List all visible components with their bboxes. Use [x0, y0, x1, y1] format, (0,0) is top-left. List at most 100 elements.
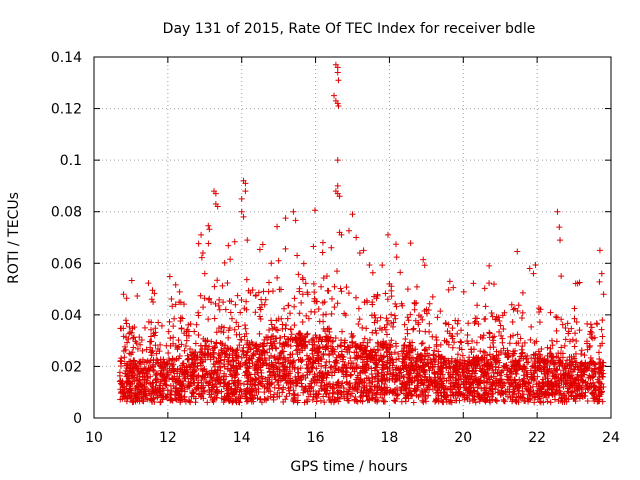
data-point — [405, 390, 412, 397]
data-point — [377, 353, 384, 360]
data-point — [281, 373, 288, 380]
data-point — [172, 301, 179, 308]
data-point — [271, 391, 278, 398]
data-point — [225, 327, 232, 334]
data-point — [516, 387, 523, 394]
data-point — [172, 377, 179, 384]
data-point — [190, 389, 197, 396]
data-point — [473, 315, 480, 322]
data-point — [572, 330, 579, 337]
data-point — [558, 316, 565, 323]
data-point — [380, 353, 387, 360]
data-point — [130, 357, 137, 364]
data-point — [151, 290, 158, 297]
data-point — [373, 361, 380, 368]
data-point — [425, 382, 432, 389]
data-point — [438, 353, 445, 360]
data-point — [149, 287, 156, 294]
data-point — [171, 315, 178, 322]
data-point — [143, 379, 150, 386]
data-point — [328, 244, 335, 251]
data-point — [118, 355, 125, 362]
data-point — [372, 394, 379, 401]
data-point — [176, 352, 183, 359]
data-point — [331, 304, 338, 311]
data-point — [591, 334, 598, 341]
data-point — [211, 283, 218, 290]
data-point — [293, 347, 300, 354]
data-point — [176, 288, 183, 295]
data-point — [155, 360, 162, 367]
data-point — [266, 368, 273, 375]
data-point — [404, 372, 411, 379]
data-point — [578, 347, 585, 354]
data-point — [362, 361, 369, 368]
data-point — [285, 336, 292, 343]
data-point — [150, 379, 157, 386]
data-point — [588, 367, 595, 374]
data-point — [519, 289, 526, 296]
data-point — [349, 334, 356, 341]
data-point — [571, 315, 578, 322]
plot-frame — [93, 56, 612, 419]
data-point — [236, 331, 243, 338]
data-point — [216, 296, 223, 303]
data-point — [379, 375, 386, 382]
data-point — [304, 365, 311, 372]
data-point — [402, 390, 409, 397]
data-point — [360, 393, 367, 400]
data-point — [531, 358, 538, 365]
data-point — [357, 389, 364, 396]
data-point — [584, 380, 591, 387]
data-point — [599, 317, 606, 324]
data-point — [510, 383, 517, 390]
data-point — [336, 395, 343, 402]
data-point — [244, 365, 251, 372]
data-point — [371, 359, 378, 366]
data-point — [176, 373, 183, 380]
data-point — [319, 239, 326, 246]
data-point — [375, 378, 382, 385]
data-point — [541, 357, 548, 364]
data-point — [198, 357, 205, 364]
data-point — [451, 383, 458, 390]
data-point — [407, 363, 414, 370]
data-point — [195, 331, 202, 338]
data-point — [455, 384, 462, 391]
data-point — [328, 363, 335, 370]
data-point — [230, 380, 237, 387]
data-point — [498, 387, 505, 394]
data-point — [265, 365, 272, 372]
data-point — [434, 371, 441, 378]
data-point — [448, 332, 455, 339]
data-point — [525, 359, 532, 366]
data-point — [253, 366, 260, 373]
data-point — [510, 348, 517, 355]
data-point — [210, 398, 217, 405]
data-point — [569, 358, 576, 365]
data-point — [582, 389, 589, 396]
data-point — [531, 364, 538, 371]
data-point — [379, 340, 386, 347]
data-point — [411, 300, 418, 307]
data-point — [189, 390, 196, 397]
data-point — [458, 327, 465, 334]
chart-title: Day 131 of 2015, Rate Of TEC Index for r… — [163, 21, 536, 37]
data-point — [386, 364, 393, 371]
data-point — [323, 381, 330, 388]
data-point — [172, 385, 179, 392]
data-point — [291, 391, 298, 398]
data-point — [180, 301, 187, 308]
data-point — [289, 363, 296, 370]
data-point — [516, 376, 523, 383]
data-point — [332, 358, 339, 365]
data-point — [562, 325, 569, 332]
data-point — [395, 355, 402, 362]
data-point — [159, 396, 166, 403]
data-point — [119, 378, 126, 385]
data-point — [150, 298, 157, 305]
data-point — [317, 397, 324, 404]
data-point — [484, 394, 491, 401]
x-tick-label: 22 — [528, 430, 546, 446]
data-point — [495, 351, 502, 358]
